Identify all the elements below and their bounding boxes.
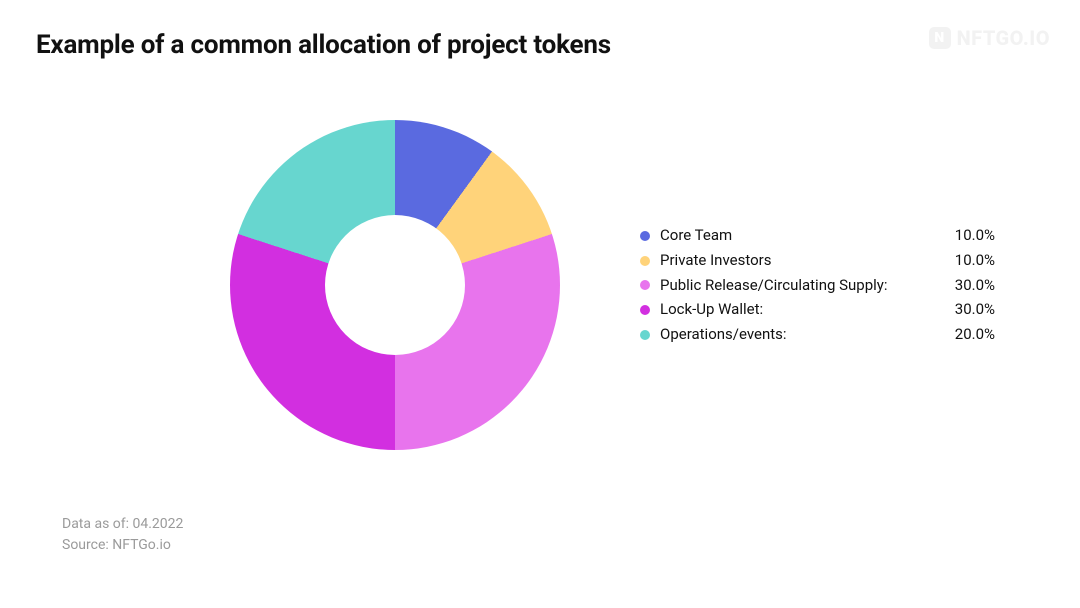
legend-value: 20.0%: [940, 324, 995, 346]
legend-label: Public Release/Circulating Supply:: [660, 275, 940, 297]
footer: Data as of: 04.2022 Source: NFTGo.io: [62, 514, 183, 556]
legend-item: Private Investors10.0%: [640, 250, 1040, 272]
page-title: Example of a common allocation of projec…: [36, 30, 611, 60]
legend-label: Private Investors: [660, 250, 940, 272]
legend-swatch: [640, 280, 650, 290]
legend-label: Operations/events:: [660, 324, 940, 346]
legend-item: Public Release/Circulating Supply:30.0%: [640, 275, 1040, 297]
legend-swatch: [640, 330, 650, 340]
brand-icon: N: [929, 27, 951, 49]
page-root: Example of a common allocation of projec…: [0, 0, 1080, 608]
legend-swatch: [640, 256, 650, 266]
legend: Core Team10.0%Private Investors10.0%Publ…: [640, 225, 1040, 349]
brand-watermark: N NFTGO.IO: [929, 26, 1050, 50]
donut-chart: [230, 120, 560, 450]
legend-item: Lock-Up Wallet:30.0%: [640, 299, 1040, 321]
legend-value: 30.0%: [940, 299, 995, 321]
legend-value: 30.0%: [940, 275, 995, 297]
legend-value: 10.0%: [940, 250, 995, 272]
legend-item: Operations/events:20.0%: [640, 324, 1040, 346]
legend-label: Core Team: [660, 225, 940, 247]
legend-item: Core Team10.0%: [640, 225, 1040, 247]
legend-value: 10.0%: [940, 225, 995, 247]
legend-label: Lock-Up Wallet:: [660, 299, 940, 321]
legend-swatch: [640, 231, 650, 241]
brand-text: NFTGO.IO: [957, 26, 1050, 50]
footer-data-as-of: Data as of: 04.2022: [62, 514, 183, 535]
legend-swatch: [640, 305, 650, 315]
donut-hole: [325, 215, 465, 355]
footer-source: Source: NFTGo.io: [62, 535, 183, 556]
